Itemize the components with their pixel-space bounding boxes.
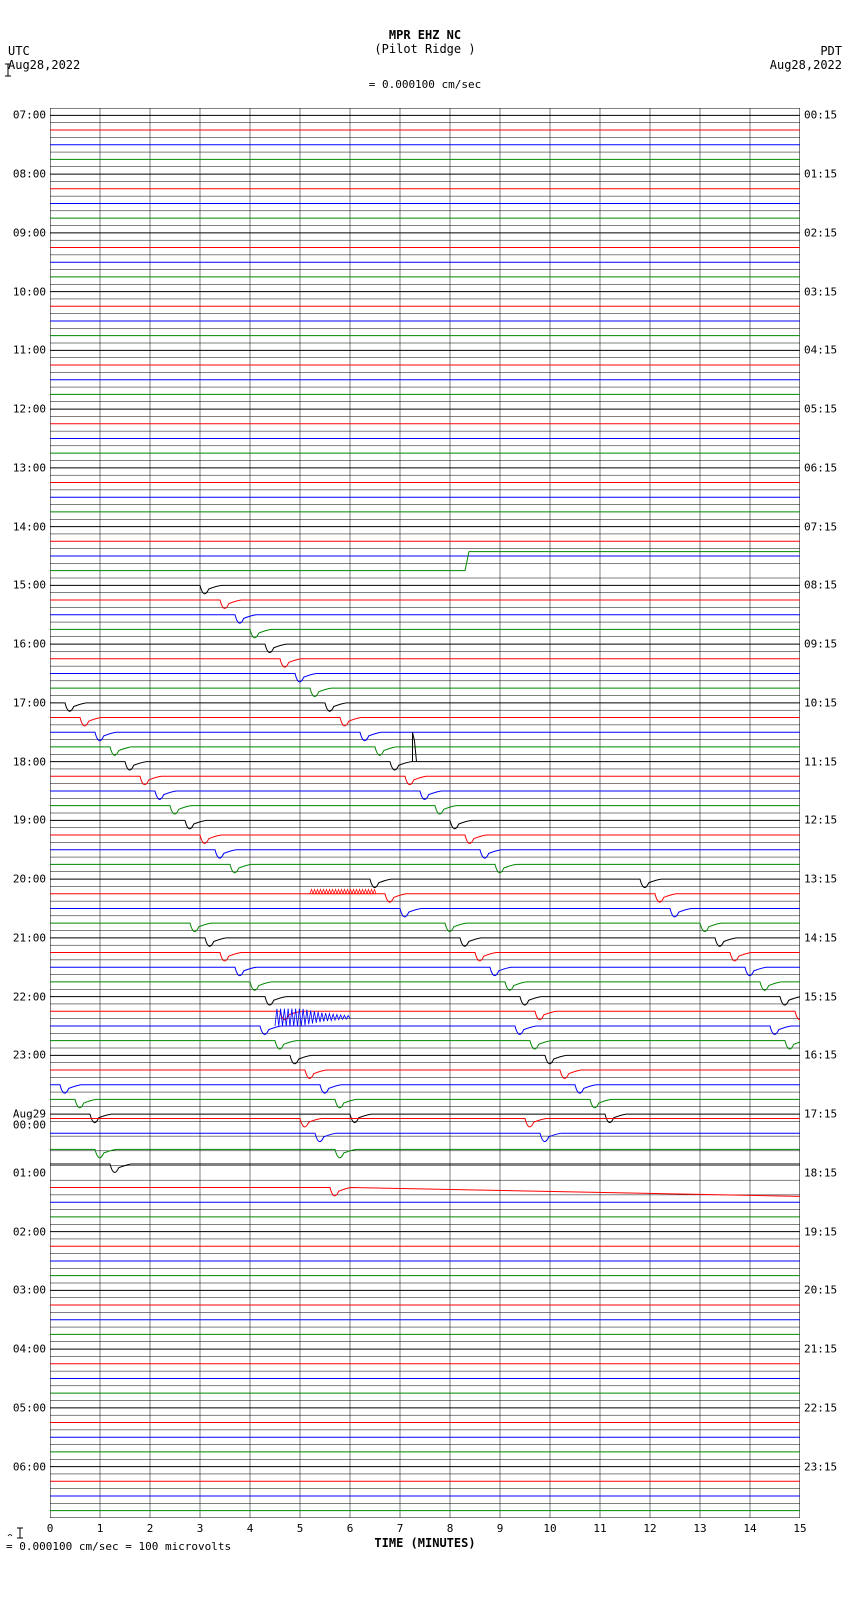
x-tick-label: 1 [97, 1522, 104, 1535]
footer-scale-icon [6, 1526, 28, 1540]
right-time-label: 01:15 [804, 169, 846, 180]
right-time-label: 23:15 [804, 1461, 846, 1472]
x-tick-label: 13 [693, 1522, 706, 1535]
left-time-label: 15:00 [4, 580, 46, 591]
left-time-label: 18:00 [4, 756, 46, 767]
right-time-label: 08:15 [804, 580, 846, 591]
left-time-label: 07:00 [4, 110, 46, 121]
x-tick-label: 5 [297, 1522, 304, 1535]
left-time-label: 03:00 [4, 1285, 46, 1296]
left-time-label: 01:00 [4, 1167, 46, 1178]
tz-left-date: Aug28,2022 [8, 58, 80, 72]
right-time-label: 07:15 [804, 521, 846, 532]
right-time-label: 10:15 [804, 697, 846, 708]
tz-right-date: Aug28,2022 [770, 58, 842, 72]
tz-right: PDT Aug28,2022 [770, 44, 842, 72]
left-time-label: 17:00 [4, 697, 46, 708]
right-time-label: 15:15 [804, 991, 846, 1002]
x-tick-label: 9 [497, 1522, 504, 1535]
left-time-label: 21:00 [4, 932, 46, 943]
scale-bar: = 0.000100 cm/sec [0, 62, 850, 91]
helicorder-page: UTC Aug28,2022 PDT Aug28,2022 MPR EHZ NC… [0, 0, 850, 1553]
station-title: MPR EHZ NC [0, 28, 850, 42]
left-time-label: 11:00 [4, 345, 46, 356]
x-tick-label: 8 [447, 1522, 454, 1535]
x-tick-label: 10 [543, 1522, 556, 1535]
x-tick-label: 11 [593, 1522, 606, 1535]
right-time-label: 06:15 [804, 462, 846, 473]
right-time-label: 21:15 [804, 1344, 846, 1355]
left-time-label: 19:00 [4, 815, 46, 826]
left-time-label: 08:00 [4, 169, 46, 180]
right-time-label: 00:15 [804, 110, 846, 121]
right-time-label: 14:15 [804, 932, 846, 943]
left-time-label: 12:00 [4, 404, 46, 415]
left-time-label: 04:00 [4, 1344, 46, 1355]
x-tick-label: 3 [197, 1522, 204, 1535]
left-time-label: 23:00 [4, 1050, 46, 1061]
x-axis-title: TIME (MINUTES) [374, 1536, 475, 1550]
plot-area: 07:0008:0009:0010:0011:0012:0013:0014:00… [50, 108, 800, 1518]
x-tick-label: 14 [743, 1522, 756, 1535]
left-time-label: 14:00 [4, 521, 46, 532]
right-time-label: 16:15 [804, 1050, 846, 1061]
right-time-label: 20:15 [804, 1285, 846, 1296]
left-time-label: 02:00 [4, 1226, 46, 1237]
left-time-label: 10:00 [4, 286, 46, 297]
right-time-label: 18:15 [804, 1167, 846, 1178]
right-time-label: 02:15 [804, 227, 846, 238]
right-time-label: 13:15 [804, 874, 846, 885]
left-time-label: 00:00 [4, 1120, 46, 1131]
right-time-label: 17:15 [804, 1109, 846, 1120]
tz-left: UTC Aug28,2022 [8, 44, 80, 72]
x-tick-label: 15 [793, 1522, 806, 1535]
left-time-label: 09:00 [4, 227, 46, 238]
right-time-label: 03:15 [804, 286, 846, 297]
footer-text: = 0.000100 cm/sec = 100 microvolts [6, 1540, 231, 1553]
x-tick-label: 0 [47, 1522, 54, 1535]
right-time-label: 04:15 [804, 345, 846, 356]
right-time-label: 05:15 [804, 404, 846, 415]
left-time-label: 16:00 [4, 639, 46, 650]
x-tick-label: 7 [397, 1522, 404, 1535]
x-tick-label: 2 [147, 1522, 154, 1535]
header: UTC Aug28,2022 PDT Aug28,2022 MPR EHZ NC… [0, 0, 850, 108]
tz-left-label: UTC [8, 44, 80, 58]
left-time-label: 05:00 [4, 1402, 46, 1413]
right-time-label: 11:15 [804, 756, 846, 767]
left-time-label: 13:00 [4, 462, 46, 473]
right-time-label: 09:15 [804, 639, 846, 650]
tz-right-label: PDT [770, 44, 842, 58]
right-time-label: 19:15 [804, 1226, 846, 1237]
x-tick-label: 12 [643, 1522, 656, 1535]
location-title: (Pilot Ridge ) [0, 42, 850, 56]
left-time-label: 20:00 [4, 874, 46, 885]
x-tick-label: 6 [347, 1522, 354, 1535]
left-time-label: 22:00 [4, 991, 46, 1002]
right-time-label: 12:15 [804, 815, 846, 826]
right-time-label: 22:15 [804, 1402, 846, 1413]
x-tick-label: 4 [247, 1522, 254, 1535]
scale-text: = 0.000100 cm/sec [369, 78, 482, 91]
helicorder-svg [50, 108, 800, 1518]
left-time-label: 06:00 [4, 1461, 46, 1472]
